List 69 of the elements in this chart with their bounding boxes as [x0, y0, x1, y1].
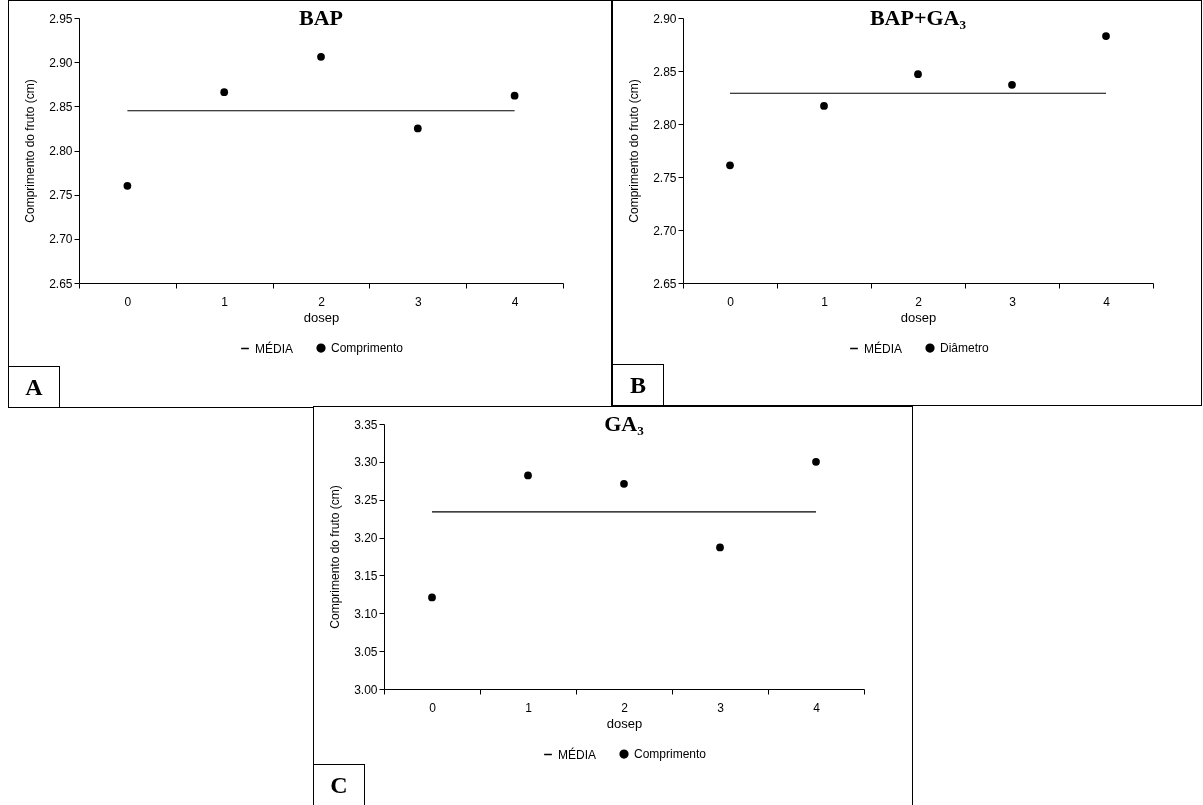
x-tick-label: 4 — [1103, 294, 1111, 309]
point — [1102, 32, 1110, 40]
x-tick-label: 0 — [124, 294, 132, 309]
y-tick-label: 2.65 — [653, 276, 677, 291]
x-tick-label: 1 — [221, 294, 229, 309]
x-tick-label: 2 — [621, 700, 629, 715]
text: B — [612, 364, 664, 406]
y-tick-label: 3.05 — [354, 644, 378, 659]
y-tick-label: 3.35 — [354, 417, 378, 432]
chart-title: GA₃ — [604, 411, 645, 436]
legend-label: MÉDIA — [255, 340, 294, 356]
text: C — [313, 764, 365, 805]
y-axis-title: Comprimento do fruto (cm) — [627, 79, 642, 223]
y-tick-label: 3.15 — [354, 568, 378, 583]
y-tick-label: 2.75 — [653, 170, 677, 185]
x-tick-label: 1 — [525, 700, 533, 715]
point — [914, 70, 922, 79]
point — [317, 53, 325, 61]
x-tick-label: 1 — [821, 294, 829, 309]
y-tick-label: 3.30 — [354, 455, 378, 470]
y-tick-label: 3.20 — [354, 531, 378, 546]
legend-label: MÉDIA — [558, 746, 597, 762]
text: A — [8, 366, 60, 408]
x-tick-label: 3 — [717, 700, 725, 715]
point — [820, 102, 828, 110]
point — [220, 88, 229, 97]
chart-title: BAP — [299, 5, 343, 30]
legend-label: Diâmetro — [940, 341, 990, 356]
legend-label: Comprimento — [634, 747, 707, 762]
legend-label: MÉDIA — [864, 340, 903, 356]
chart-title: BAP+GA₃ — [869, 5, 967, 30]
y-tick-label: 2.95 — [49, 11, 73, 26]
x-axis-title: dosep — [303, 309, 340, 325]
x-tick-label: 3 — [1009, 294, 1017, 309]
x-tick-label: 3 — [414, 294, 422, 309]
y-tick-label: 3.10 — [354, 606, 378, 621]
x-tick-label: 0 — [429, 700, 437, 715]
point — [428, 593, 436, 602]
y-axis-title: Comprimento do fruto (cm) — [23, 79, 38, 223]
y-tick-label: 2.70 — [49, 232, 73, 247]
point — [812, 457, 820, 466]
point — [716, 543, 724, 552]
y-tick-label: 2.70 — [653, 223, 677, 238]
point — [1008, 80, 1016, 89]
y-tick-label: 3.00 — [354, 682, 378, 697]
x-tick-label: 2 — [915, 294, 923, 309]
y-tick-label: 2.75 — [49, 188, 73, 203]
y-axis-title: Comprimento do fruto (cm) — [328, 485, 343, 629]
y-tick-label: 2.65 — [49, 276, 73, 291]
y-tick-label: 3.25 — [354, 493, 378, 508]
x-tick-label: 4 — [813, 700, 821, 715]
point — [123, 181, 132, 190]
x-axis-title: dosep — [606, 715, 643, 731]
point — [510, 91, 519, 100]
x-tick-label: 4 — [511, 294, 519, 309]
point — [620, 479, 628, 488]
point — [413, 124, 422, 133]
legend-label: Comprimento — [331, 341, 404, 356]
y-tick-label: 2.90 — [653, 11, 677, 26]
x-tick-label: 0 — [727, 294, 735, 309]
x-tick-label: 2 — [318, 294, 326, 309]
x-axis-title: dosep — [900, 309, 937, 325]
y-tick-label: 2.85 — [49, 99, 73, 114]
y-tick-label: 2.80 — [653, 117, 677, 132]
y-tick-label: 2.80 — [49, 144, 73, 158]
y-tick-label: 2.90 — [49, 55, 73, 70]
point — [524, 471, 532, 480]
y-tick-label: 2.85 — [653, 64, 677, 79]
point — [726, 161, 734, 170]
